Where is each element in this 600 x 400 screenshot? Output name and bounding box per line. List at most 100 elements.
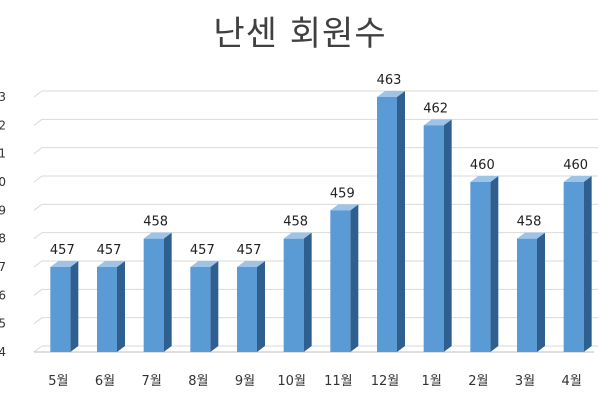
bar-front	[330, 210, 351, 352]
data-label: 458	[283, 215, 308, 230]
bar-side	[257, 261, 265, 352]
bar-top	[423, 119, 452, 126]
y-tick-label: 457	[0, 260, 6, 274]
bar	[190, 261, 219, 352]
bar-front	[470, 182, 491, 352]
data-label: 457	[50, 243, 75, 258]
grid-line-depth	[33, 118, 43, 126]
bar	[97, 261, 125, 352]
data-label: 463	[377, 73, 402, 88]
bar-side	[537, 232, 545, 352]
x-tick-label: 3월	[515, 374, 535, 389]
bar	[50, 261, 79, 352]
y-tick-label: 463	[0, 90, 6, 104]
grid-line-depth	[33, 175, 43, 183]
bars	[50, 91, 592, 352]
bar-front	[377, 97, 397, 352]
y-axis: 454 455 456 457 458 459 460 461 462 463	[0, 90, 6, 359]
bar-top	[50, 261, 79, 267]
y-tick-label: 456	[0, 288, 6, 302]
bar-top	[190, 261, 219, 267]
grid-line-depth	[33, 260, 43, 268]
bar-side	[70, 261, 79, 352]
bar-top	[563, 176, 592, 182]
bar-side	[163, 232, 172, 352]
bar-side	[397, 91, 405, 352]
y-tick-label: 460	[0, 175, 6, 189]
bar-top	[517, 232, 545, 239]
grid-line-depth	[33, 345, 43, 353]
bar-front	[563, 182, 584, 352]
bar-front	[50, 267, 71, 352]
bar-top	[237, 261, 265, 267]
bar	[283, 232, 312, 352]
bar-front	[423, 125, 444, 352]
bar-front	[143, 238, 164, 352]
bar-front	[190, 267, 211, 352]
bar-top	[377, 91, 405, 97]
bar-top	[283, 232, 312, 239]
x-tick-label: 12월	[371, 374, 400, 389]
y-tick-label: 461	[0, 147, 6, 161]
bar	[470, 176, 499, 352]
bar-side	[443, 119, 452, 352]
bar-top	[470, 176, 499, 182]
bar-top	[143, 232, 172, 239]
y-tick-label: 455	[0, 317, 6, 331]
x-tick-label: 6월	[95, 374, 115, 389]
bar-side	[303, 232, 312, 352]
x-tick-label: 2월	[468, 374, 488, 389]
y-tick-label: 462	[0, 118, 6, 132]
grid-line-depth	[33, 203, 43, 211]
y-tick-label: 459	[0, 203, 6, 217]
data-label: 459	[330, 186, 355, 201]
bar-side	[210, 261, 219, 352]
grid-layer	[33, 90, 598, 353]
x-tick-label: 10월	[277, 374, 306, 389]
bar-top	[97, 261, 125, 267]
bar	[423, 119, 452, 352]
bar	[330, 204, 359, 352]
bar	[377, 91, 405, 352]
bar	[237, 261, 265, 352]
grid-line-depth	[33, 288, 43, 296]
grid-line-depth	[33, 90, 43, 98]
bar-front	[517, 238, 537, 352]
data-label: 457	[97, 243, 122, 258]
bar	[517, 232, 545, 352]
grid-line-depth	[33, 232, 43, 240]
x-tick-label: 11월	[324, 374, 353, 389]
x-tick-label: 4월	[562, 374, 582, 389]
data-label: 458	[517, 215, 542, 230]
bar-front	[97, 267, 117, 352]
data-label: 458	[143, 215, 168, 230]
bar-side	[117, 261, 125, 352]
data-label: 462	[423, 101, 448, 116]
y-tick-label: 458	[0, 232, 6, 246]
data-label: 460	[470, 158, 495, 173]
bar-front	[237, 267, 257, 352]
bar-front	[283, 238, 304, 352]
grid-line-depth	[33, 147, 43, 155]
bar-side	[350, 204, 359, 352]
grid-line-depth	[33, 317, 43, 325]
bar-top	[330, 204, 359, 211]
bar-side	[583, 176, 592, 352]
data-label: 460	[563, 158, 588, 173]
x-tick-label: 7월	[142, 374, 162, 389]
data-label: 457	[190, 243, 215, 258]
x-tick-label: 1월	[422, 374, 442, 389]
bar	[563, 176, 592, 352]
bar	[143, 232, 172, 352]
bar-side	[490, 176, 499, 352]
data-label: 457	[237, 243, 262, 258]
x-tick-label: 9월	[235, 374, 255, 389]
data-labels: 457 457 458 457 457 458 459 463 462 460 458 460	[50, 73, 588, 258]
y-tick-label: 454	[0, 345, 6, 359]
x-tick-label: 5월	[48, 374, 68, 389]
x-axis: 5월 6월 7월 8월 9월 10월 11월 12월 1월 2월 3월 4월	[48, 374, 582, 389]
x-tick-label: 8월	[188, 374, 208, 389]
chart-title: 난센 회원수	[213, 14, 387, 54]
